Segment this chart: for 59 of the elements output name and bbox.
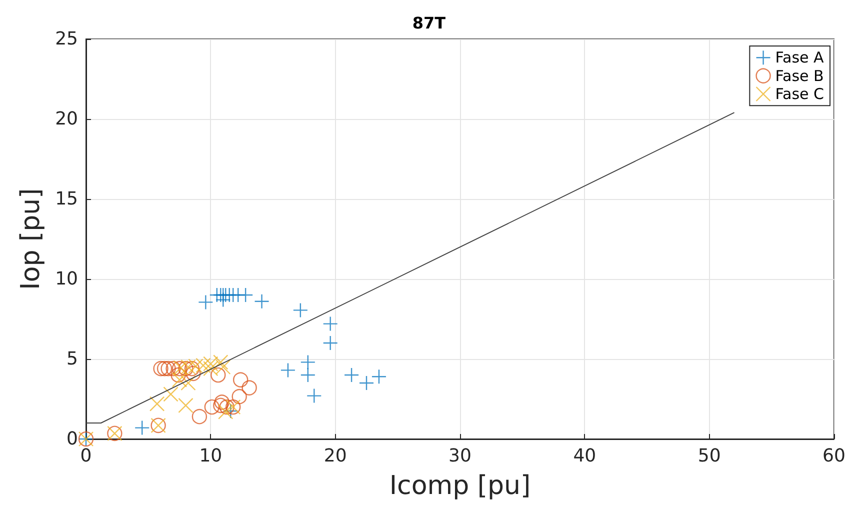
y-tick-label: 15	[55, 188, 78, 210]
y-tick-label: 10	[55, 268, 78, 290]
point	[186, 366, 201, 381]
y-tick-label: 20	[55, 108, 78, 130]
point	[213, 398, 228, 413]
point	[292, 302, 308, 318]
point	[371, 369, 387, 384]
x-axis-title: Icomp [pu]	[389, 471, 531, 501]
chart-title: 87T	[412, 14, 446, 32]
x-tick-label: 10	[199, 446, 222, 466]
point	[160, 361, 176, 376]
point	[306, 388, 322, 404]
point	[163, 386, 178, 402]
point	[213, 354, 228, 370]
point	[184, 361, 200, 376]
point	[232, 389, 247, 404]
point	[204, 399, 220, 415]
point	[156, 361, 172, 376]
x-tick-label: 20	[324, 446, 347, 466]
point	[344, 367, 360, 383]
point	[216, 359, 231, 375]
point	[166, 361, 181, 376]
point	[192, 409, 208, 424]
y-axis-title: Iop [pu]	[16, 188, 46, 290]
point	[170, 367, 186, 383]
legend-label: Fase B	[775, 66, 824, 85]
legend-label: Fase C	[775, 85, 824, 103]
point	[153, 361, 168, 376]
point	[242, 380, 257, 396]
x-tick-label: 50	[698, 446, 721, 466]
point	[196, 358, 211, 373]
x-tick-label: 30	[448, 446, 472, 466]
point	[322, 316, 338, 332]
legend-label: Fase A	[775, 48, 825, 67]
point	[134, 420, 150, 436]
point	[238, 287, 254, 303]
point	[203, 361, 218, 376]
point	[188, 358, 204, 374]
y-tick-label: 25	[55, 28, 78, 50]
point	[203, 356, 218, 372]
y-tick-label: 5	[66, 348, 78, 370]
point	[300, 367, 316, 383]
x-tick-label: 0	[80, 446, 92, 466]
point	[178, 398, 194, 413]
point	[358, 375, 374, 391]
point	[149, 396, 165, 412]
x-tick-label: 60	[822, 446, 846, 466]
point	[300, 354, 316, 370]
point	[219, 399, 234, 415]
point	[322, 335, 338, 351]
point	[198, 294, 214, 310]
point	[233, 372, 248, 388]
point	[280, 362, 296, 378]
point	[218, 404, 234, 420]
y-tick-label: 0	[66, 428, 78, 450]
point	[254, 294, 270, 309]
point	[210, 367, 226, 383]
point	[214, 394, 230, 410]
x-tick-label: 40	[573, 446, 596, 466]
